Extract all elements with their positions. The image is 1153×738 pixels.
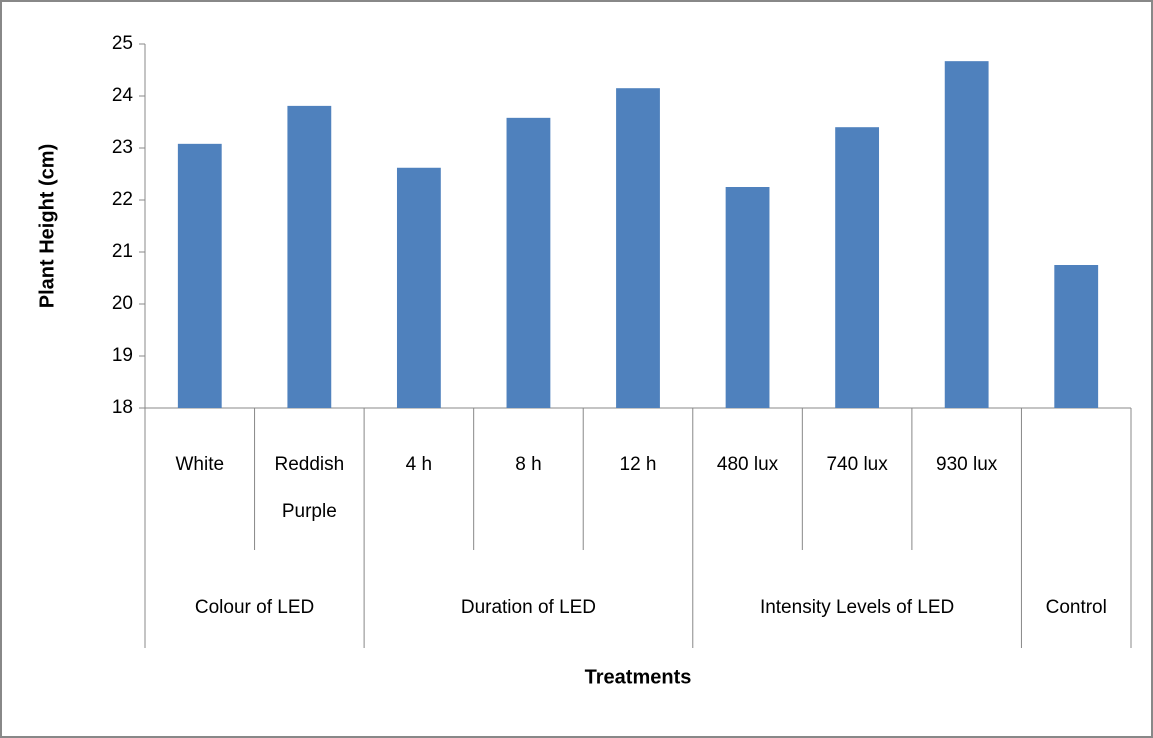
x-tick-label: 8 h [515, 454, 541, 475]
bar [396, 167, 441, 408]
group-label: Control [1046, 597, 1107, 618]
y-tick-label: 24 [112, 85, 134, 106]
x-tick-label: Reddish Purple [274, 454, 344, 522]
x-tick-label: 480 lux [717, 454, 779, 475]
bar [835, 127, 880, 408]
y-tick-label: 25 [112, 33, 133, 54]
bar [177, 143, 222, 408]
y-tick-label: 19 [112, 345, 133, 366]
bar [616, 88, 660, 408]
bar [944, 61, 989, 408]
bar [1054, 265, 1099, 408]
x-axis-title: Treatments [585, 666, 692, 688]
x-tick-label: 12 h [620, 454, 657, 475]
y-tick-label: 23 [112, 137, 133, 158]
x-tick-label: 930 lux [936, 454, 998, 475]
x-tick-label: White [175, 454, 224, 475]
y-tick-label: 20 [112, 293, 133, 314]
bar [287, 105, 332, 408]
bar [506, 117, 551, 408]
y-axis-title: Plant Height (cm) [36, 144, 58, 308]
x-tick-label: 4 h [406, 454, 432, 475]
group-label: Duration of LED [461, 597, 596, 618]
y-tick-label: 22 [112, 189, 133, 210]
group-label: Intensity Levels of LED [760, 597, 954, 618]
group-label: Colour of LED [195, 597, 314, 618]
bar [725, 187, 770, 408]
x-tick-label: 740 lux [826, 454, 888, 475]
y-tick-label: 18 [112, 397, 133, 418]
y-tick-label: 21 [112, 241, 133, 262]
